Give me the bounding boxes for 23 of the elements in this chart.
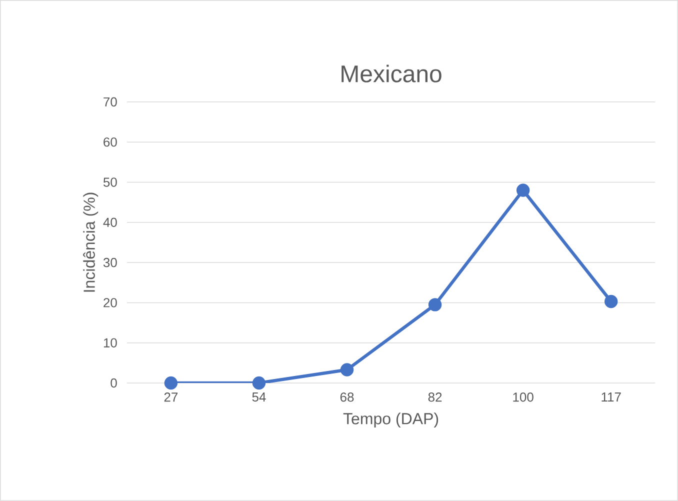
x-tick-label: 68: [340, 392, 354, 402]
y-tick-label: 60: [104, 137, 117, 147]
point: [604, 294, 618, 308]
y-tick-label: 30: [103, 258, 117, 268]
y-tick-label: 70: [104, 97, 117, 107]
x-tick-label: 100: [513, 392, 534, 402]
y-tick-label: 50: [103, 178, 117, 187]
y-tick-label: 0: [110, 378, 117, 388]
x-tick-label: 82: [428, 392, 442, 402]
chart-title: Mexicano: [342, 64, 442, 82]
point: [252, 376, 266, 390]
point: [164, 376, 178, 390]
x-axis-title: Tempo (DAP): [343, 412, 438, 428]
x-tick-label: 27: [164, 392, 178, 402]
x-tick-label: 54: [252, 392, 266, 402]
point: [428, 298, 442, 312]
y-tick-label: 20: [104, 298, 117, 308]
y-axis-title: Incidência (%): [83, 192, 98, 292]
point: [340, 363, 354, 376]
x-tick-label: 117: [602, 392, 621, 402]
y-tick-label: 40: [103, 218, 117, 228]
y-tick-label: 10: [104, 338, 117, 348]
point: [516, 184, 530, 197]
